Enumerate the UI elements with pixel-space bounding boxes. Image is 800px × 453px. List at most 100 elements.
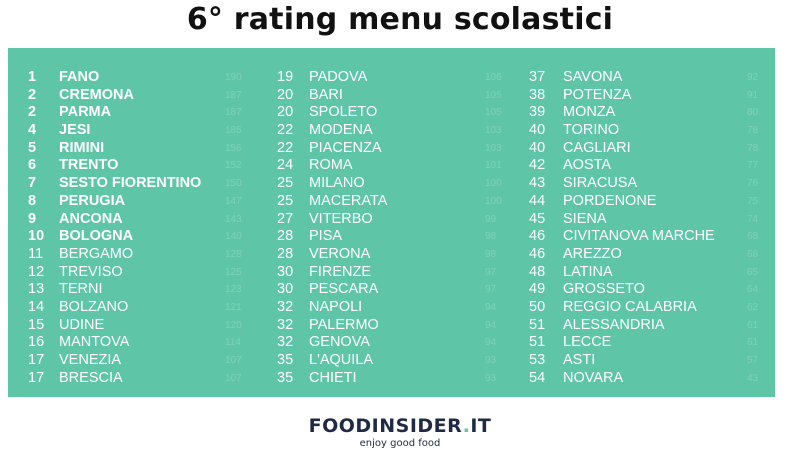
- ranking-rank: 5: [28, 139, 37, 156]
- ranking-score: 107: [225, 355, 242, 366]
- ranking-city: TORINO: [563, 122, 620, 139]
- ranking-city: MODENA: [309, 122, 373, 139]
- ranking-rank: 46: [529, 228, 546, 245]
- ranking-rank: 28: [277, 245, 294, 262]
- ranking-score: 103: [485, 142, 502, 154]
- ranking-score: 120: [225, 319, 242, 331]
- ranking-score: 93: [485, 372, 497, 384]
- ranking-city: NAPOLI: [309, 298, 363, 315]
- ranking-rank: 44: [529, 192, 546, 209]
- ranking-city: FIRENZE: [309, 263, 372, 280]
- ranking-city: BRESCIA: [59, 369, 123, 386]
- ranking-city: SIRACUSA: [563, 175, 638, 192]
- ranking-score: 94: [485, 319, 497, 331]
- ranking-score: 187: [225, 107, 242, 119]
- ranking-city: NOVARA: [563, 369, 624, 386]
- ranking-score: 103: [485, 125, 502, 137]
- ranking-city: GROSSETO: [563, 281, 645, 298]
- ranking-city: MONZA: [563, 104, 616, 121]
- ranking-city: TREVISO: [59, 263, 123, 280]
- ranking-score: 105: [485, 107, 502, 119]
- ranking-rank: 17: [28, 352, 45, 368]
- ranking-city: JESI: [59, 122, 91, 139]
- ranking-rank: 10: [28, 228, 45, 245]
- ranking-score: 68: [747, 248, 759, 260]
- ranking-rank: 20: [277, 86, 294, 103]
- ranking-city: CREMONA: [59, 86, 134, 103]
- ranking-rank: 15: [28, 316, 45, 333]
- ranking-rank: 27: [277, 210, 294, 227]
- page-title: 6° rating menu scolastici: [186, 2, 614, 37]
- ranking-city: BERGAMO: [59, 245, 134, 262]
- ranking-city: VITERBO: [309, 210, 373, 227]
- ranking-rank: 11: [28, 245, 44, 262]
- ranking-score: 100: [485, 178, 502, 190]
- ranking-rank: 24: [277, 157, 294, 174]
- ranking-city: BOLOGNA: [59, 228, 134, 245]
- ranking-score: 147: [225, 195, 242, 207]
- ranking-score: 100: [485, 195, 502, 207]
- ranking-city: ANCONA: [59, 210, 123, 227]
- ranking-score: 65: [747, 266, 759, 278]
- ranking-rank: 13: [28, 281, 45, 298]
- ranking-city: MILANO: [309, 175, 365, 192]
- ranking-score: 128: [225, 248, 242, 260]
- ranking-rank: 38: [529, 86, 546, 103]
- ranking-city: REGGIO CALABRIA: [563, 298, 697, 315]
- ranking-rank: 22: [277, 122, 294, 139]
- ranking-city: PORDENONE: [563, 192, 657, 209]
- ranking-panel: 1 FANO 190 2 CREMONA 187 2 PARMA 187 4 JESI 185 5 RIM…: [8, 48, 775, 397]
- ranking-score: 80: [747, 107, 759, 119]
- ranking-rank: 35: [277, 369, 294, 386]
- ranking-rank: 25: [277, 175, 294, 192]
- ranking-rank: 28: [277, 228, 294, 245]
- ranking-rank: 46: [529, 245, 546, 262]
- ranking-city: FANO: [59, 69, 100, 85]
- ranking-city: BARI: [309, 86, 343, 103]
- ranking-city: RIMINI: [59, 139, 105, 156]
- ranking-city: PIACENZA: [309, 139, 382, 156]
- ranking-rank: 49: [529, 281, 546, 298]
- ranking-rank: 43: [529, 175, 546, 192]
- ranking-city: SPOLETO: [309, 104, 378, 121]
- ranking-score: 98: [485, 248, 497, 260]
- ranking-score: 78: [747, 142, 759, 154]
- logo-dot: .: [462, 415, 471, 437]
- ranking-rank: 39: [529, 104, 546, 121]
- ranking-score: 97: [485, 266, 497, 278]
- ranking-rank: 51: [529, 316, 546, 333]
- ranking-score: 62: [747, 301, 759, 313]
- ranking-city: SIENA: [563, 210, 607, 227]
- ranking-score: 94: [485, 301, 497, 313]
- ranking-score: 76: [747, 178, 759, 190]
- ranking-city: CHIETI: [309, 369, 357, 386]
- ranking-city: L'AQUILA: [309, 352, 374, 368]
- ranking-rank: 12: [28, 263, 45, 280]
- ranking-rank: 9: [28, 210, 37, 227]
- ranking-score: 101: [485, 160, 502, 172]
- ranking-city: VERONA: [309, 245, 371, 262]
- ranking-city: AOSTA: [563, 157, 612, 174]
- ranking-rank: 45: [529, 210, 546, 227]
- ranking-rank: 30: [277, 281, 294, 298]
- ranking-city: PALERMO: [309, 316, 379, 333]
- ranking-rank: 1: [28, 69, 37, 85]
- ranking-rank: 32: [277, 316, 294, 333]
- ranking-score: 123: [225, 284, 242, 296]
- ranking-score: 143: [225, 213, 242, 225]
- ranking-rank: 25: [277, 192, 294, 209]
- ranking-score: 91: [747, 89, 759, 101]
- ranking-rank: 51: [529, 334, 546, 351]
- ranking-rank: 4: [28, 122, 37, 139]
- ranking-score: 78: [747, 125, 759, 137]
- ranking-score: 74: [747, 213, 759, 225]
- ranking-city: ROMA: [309, 157, 353, 174]
- ranking-rank: 19: [277, 69, 294, 85]
- ranking-score: 99: [485, 213, 497, 225]
- ranking-rank: 17: [28, 369, 45, 386]
- ranking-city: PISA: [309, 228, 343, 245]
- ranking-rank: 40: [529, 139, 546, 156]
- ranking-score: 185: [225, 125, 242, 137]
- ranking-rank: 20: [277, 104, 294, 121]
- ranking-rank: 53: [529, 352, 546, 368]
